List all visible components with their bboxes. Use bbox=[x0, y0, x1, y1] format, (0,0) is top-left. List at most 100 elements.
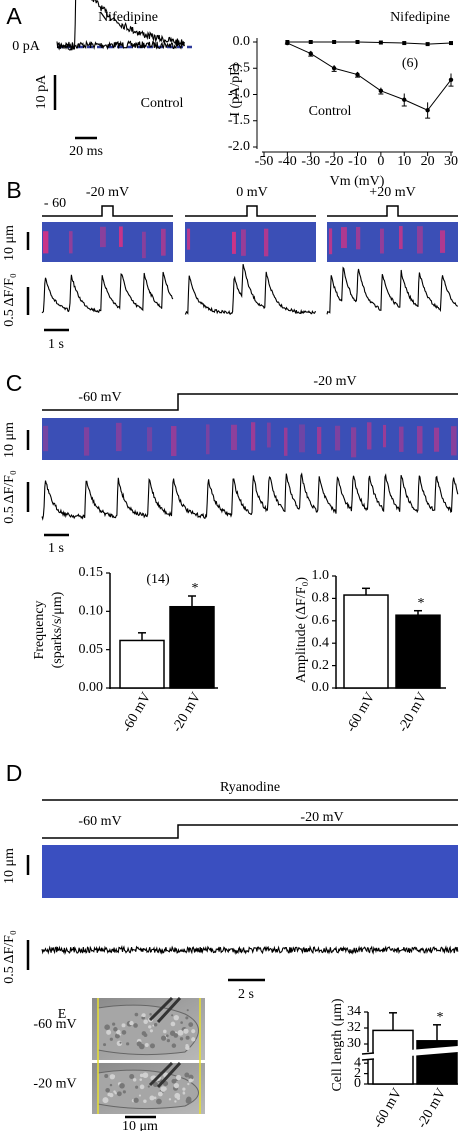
y-tick-label: 0.4 bbox=[312, 635, 330, 650]
cell-texture bbox=[143, 1019, 148, 1025]
linescan-spark bbox=[142, 231, 146, 259]
marker bbox=[425, 108, 430, 113]
cell-texture bbox=[109, 1083, 113, 1087]
cell-texture bbox=[149, 1043, 155, 1049]
x-tick-label: 20 bbox=[421, 154, 435, 169]
marker bbox=[355, 72, 360, 77]
linescan-spark bbox=[232, 231, 236, 254]
cell-texture bbox=[191, 1037, 196, 1042]
protocol-line bbox=[185, 205, 316, 217]
y-tick-label: 4 bbox=[354, 1055, 361, 1070]
pipette bbox=[148, 1061, 182, 1089]
current-trace bbox=[56, 0, 185, 51]
y-axis-label: Amplitude (ΔF/F₀) bbox=[294, 577, 309, 683]
x-tick-label: 10 bbox=[397, 154, 411, 169]
marker bbox=[308, 51, 313, 56]
cell-body bbox=[97, 1004, 199, 1056]
cell-texture bbox=[171, 1014, 174, 1017]
cell-texture bbox=[122, 1090, 126, 1094]
significance: * bbox=[437, 1010, 444, 1025]
linescan-spark bbox=[231, 424, 237, 450]
marker bbox=[332, 40, 337, 44]
x-tick-label: 0 bbox=[377, 154, 384, 169]
linescan-spark bbox=[241, 229, 246, 256]
linescan-image bbox=[42, 222, 173, 262]
cell-texture bbox=[162, 1086, 167, 1091]
y-axis-label: I (pA/pF) bbox=[228, 63, 243, 117]
cell-texture bbox=[153, 1023, 158, 1027]
panel-label: E bbox=[58, 1007, 67, 1022]
linescan-spark bbox=[356, 226, 361, 250]
fluorescence-trace bbox=[184, 263, 316, 315]
cell-texture bbox=[119, 1041, 122, 1044]
protocol-label: 0 mV bbox=[236, 185, 268, 200]
cell-texture bbox=[129, 1073, 135, 1079]
cell-texture bbox=[114, 1092, 117, 1095]
cell-texture bbox=[188, 1022, 194, 1027]
cell-texture bbox=[187, 1082, 190, 1086]
fluorescence-trace bbox=[41, 271, 174, 314]
linescan-image bbox=[327, 222, 458, 262]
bar bbox=[119, 639, 165, 689]
axis-break-mark bbox=[361, 1058, 375, 1061]
cell-texture bbox=[121, 1030, 127, 1035]
y-tick-label: -1.5 bbox=[228, 113, 250, 128]
x-tick-label: -20 mV bbox=[415, 1086, 450, 1131]
cell-texture bbox=[143, 1099, 147, 1104]
x-tick-label: -30 bbox=[301, 154, 320, 169]
linescan-spark bbox=[147, 427, 153, 452]
cell-texture bbox=[170, 1021, 176, 1027]
scale-label: 10 μm bbox=[2, 225, 17, 261]
scale-label: 0.5 ΔF/F₀ bbox=[2, 930, 17, 984]
cell-texture bbox=[133, 1023, 138, 1028]
marker bbox=[355, 40, 360, 44]
linescan-spark bbox=[267, 422, 271, 448]
linescan-spark bbox=[69, 231, 73, 254]
cell-texture bbox=[144, 1043, 149, 1047]
linescan-spark bbox=[317, 426, 322, 454]
scale-label: 0.5 ΔF/F₀ bbox=[2, 470, 17, 524]
cell-texture bbox=[185, 1035, 190, 1040]
protocol-label: - 60 bbox=[44, 196, 66, 211]
y-axis-label: (sparks/s/μm) bbox=[50, 591, 65, 668]
cell-texture bbox=[177, 1029, 184, 1036]
bar bbox=[395, 614, 441, 689]
cell-texture bbox=[173, 1083, 180, 1089]
cell-texture bbox=[152, 1081, 159, 1088]
linescan-spark bbox=[335, 425, 341, 451]
y-tick-label: 0.05 bbox=[79, 642, 104, 657]
x-tick-label: -20 mV bbox=[396, 690, 431, 735]
fluorescence-trace bbox=[326, 266, 458, 315]
cell-texture bbox=[112, 1074, 116, 1078]
cell-texture bbox=[132, 1078, 137, 1082]
cell-texture bbox=[183, 1028, 189, 1034]
cell-texture bbox=[152, 1024, 155, 1027]
scale-label: 20 ms bbox=[69, 144, 103, 159]
pipette bbox=[148, 996, 182, 1024]
y-tick-label: 0 bbox=[354, 1076, 361, 1091]
linescan-spark bbox=[187, 228, 191, 250]
scale-label: 10 μm bbox=[122, 1119, 158, 1131]
x-tick-label: -60 mV bbox=[344, 690, 379, 735]
linescan-spark bbox=[264, 228, 269, 257]
x-tick-label: -20 mV bbox=[170, 690, 205, 735]
linescan-spark bbox=[434, 427, 440, 452]
cell-texture bbox=[135, 1085, 139, 1089]
scale-label: 10 μm bbox=[2, 422, 17, 458]
linescan-image bbox=[42, 418, 458, 460]
x-tick-label: -60 mV bbox=[371, 1086, 406, 1131]
scale-label: 2 s bbox=[238, 987, 254, 1002]
protocol-line bbox=[42, 393, 458, 411]
linescan-spark bbox=[380, 228, 384, 254]
legend-label: Nifedipine bbox=[390, 10, 450, 25]
y-tick-label: -1.0 bbox=[228, 87, 250, 102]
cell-texture bbox=[171, 1043, 177, 1048]
cell-texture bbox=[157, 1091, 163, 1097]
significance: * bbox=[192, 581, 199, 596]
marker bbox=[378, 88, 384, 94]
trace-label: Control bbox=[141, 96, 184, 111]
protocol-label: -20 mV bbox=[313, 374, 356, 389]
y-tick-label: 30 bbox=[347, 1036, 361, 1051]
series-line bbox=[287, 41, 452, 45]
